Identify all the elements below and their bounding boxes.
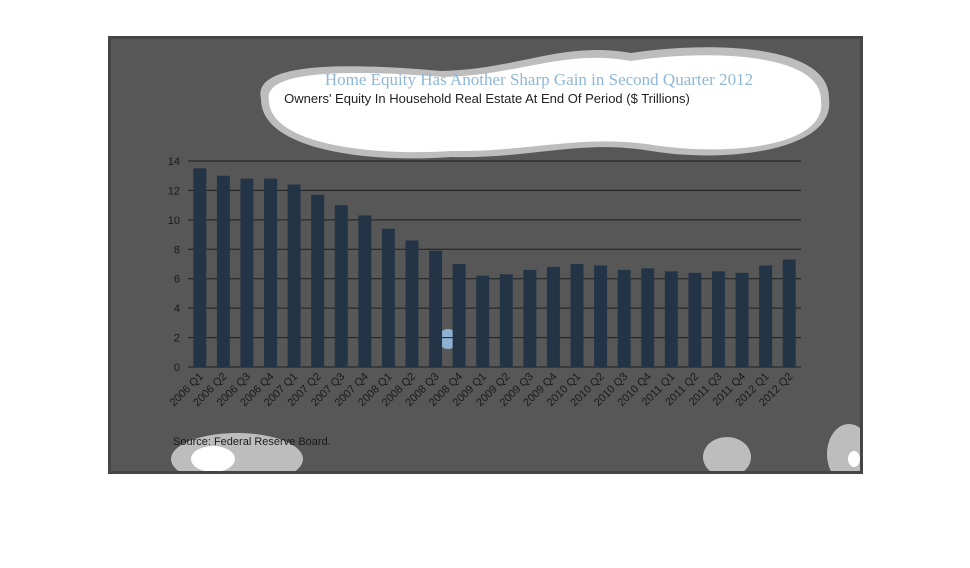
bar (429, 250, 443, 367)
bar (476, 275, 490, 367)
y-tick-label: 12 (168, 185, 180, 197)
y-tick-label: 14 (168, 156, 180, 168)
bar (193, 168, 207, 367)
y-tick-label: 6 (174, 274, 180, 286)
decor-blob (703, 437, 751, 471)
grid-lines (188, 160, 801, 368)
bar (735, 272, 749, 367)
bar (711, 271, 725, 367)
bar (570, 264, 584, 367)
y-tick-label: 2 (174, 333, 180, 345)
bar (287, 184, 301, 367)
title-cloud-inner (268, 55, 822, 153)
bar (617, 269, 631, 367)
bar (264, 178, 278, 367)
y-tick-label: 0 (174, 362, 180, 374)
bar (499, 274, 513, 367)
bar (240, 178, 254, 367)
bars (193, 168, 796, 367)
bar (381, 228, 395, 367)
y-tick-label: 8 (174, 244, 180, 256)
bar (664, 271, 678, 367)
y-tick-label: 10 (168, 215, 180, 227)
chart-frame: Home Equity Has Another Sharp Gain in Se… (108, 36, 863, 474)
bar (358, 215, 372, 367)
chart-title: Home Equity Has Another Sharp Gain in Se… (325, 70, 753, 89)
bar (688, 272, 702, 367)
bar (405, 240, 419, 367)
bar (452, 264, 466, 367)
bar (334, 205, 348, 367)
bar (311, 194, 325, 367)
bar (641, 268, 655, 367)
bar (782, 259, 796, 367)
bar (594, 265, 608, 367)
y-axis-ticks: 0 2 4 6 8 10 12 14 (168, 156, 180, 374)
bar (759, 265, 773, 367)
bar (216, 175, 230, 367)
chart-subtitle: Owners' Equity In Household Real Estate … (284, 91, 690, 106)
decor-blob (848, 451, 860, 467)
bar-chart: Home Equity Has Another Sharp Gain in Se… (168, 47, 860, 471)
bar (546, 266, 560, 367)
bar (523, 269, 537, 367)
source-note: Source: Federal Reserve Board. (173, 436, 331, 448)
decor-blob (191, 446, 235, 471)
y-tick-label: 4 (174, 303, 180, 315)
